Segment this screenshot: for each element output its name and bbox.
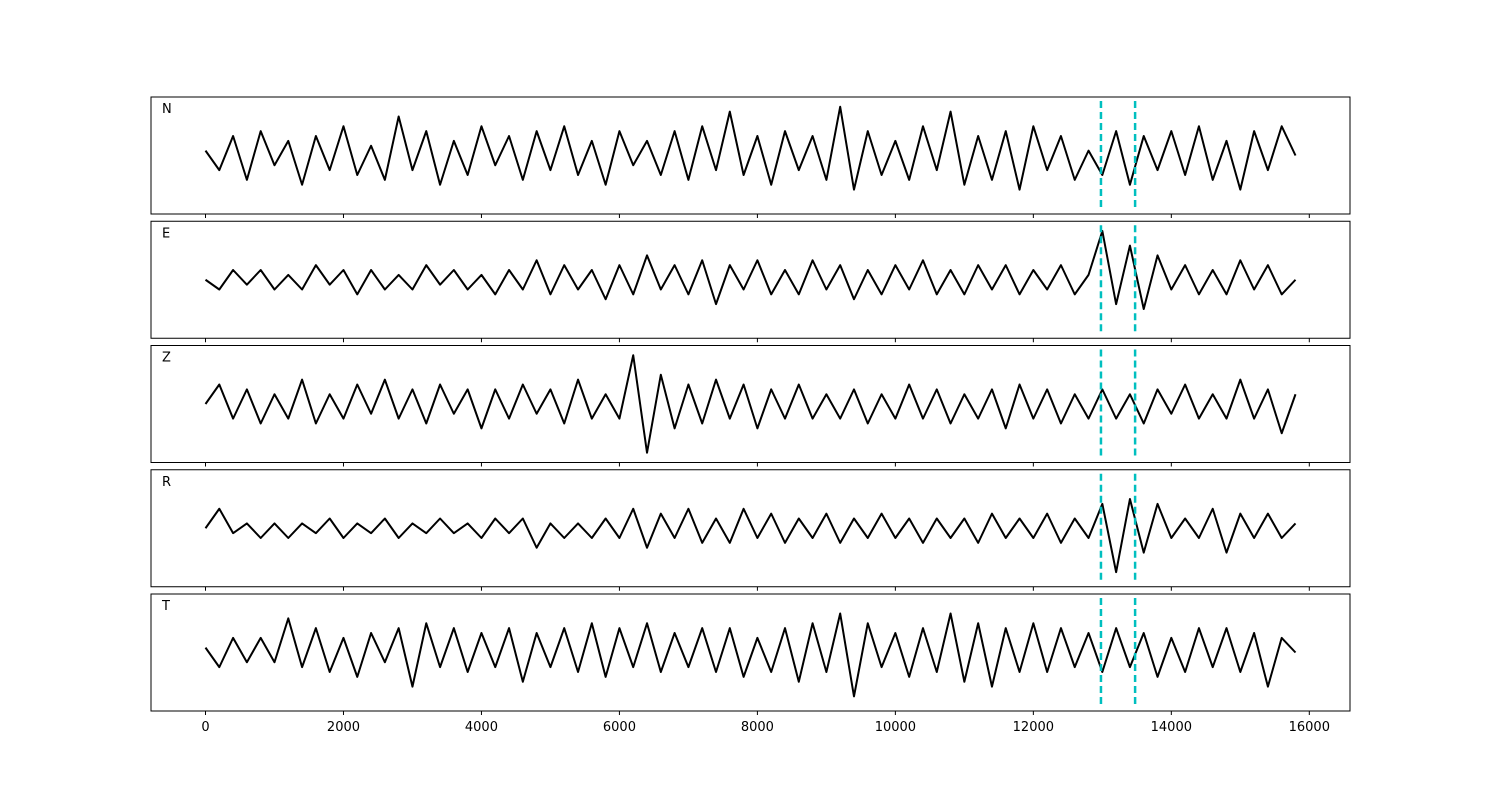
panel-label: N	[162, 102, 172, 117]
axes-frame	[150, 345, 1351, 463]
panel-label: T	[161, 599, 170, 614]
x-tick-label: 14000	[1151, 720, 1192, 735]
axes-frame	[150, 593, 1351, 712]
x-tick-label: 6000	[603, 720, 636, 735]
trace	[204, 354, 1297, 454]
trace	[204, 498, 1297, 574]
x-tick-label: 12000	[1013, 720, 1054, 735]
x-tick-label: 0	[201, 720, 209, 735]
trace	[204, 105, 1297, 191]
panel-label: R	[162, 475, 171, 490]
x-tick-label: 16000	[1289, 720, 1330, 735]
x-tick-label: 8000	[741, 720, 774, 735]
panel-label: E	[162, 226, 170, 241]
x-tick-label: 2000	[327, 720, 360, 735]
axes-frame	[150, 469, 1351, 588]
axes-frame	[150, 220, 1351, 339]
x-tick-label: 4000	[465, 720, 498, 735]
x-tick-label: 10000	[875, 720, 916, 735]
trace	[204, 612, 1297, 698]
axes-frame	[150, 96, 1351, 215]
panel-label: Z	[162, 351, 171, 366]
trace	[204, 230, 1297, 310]
